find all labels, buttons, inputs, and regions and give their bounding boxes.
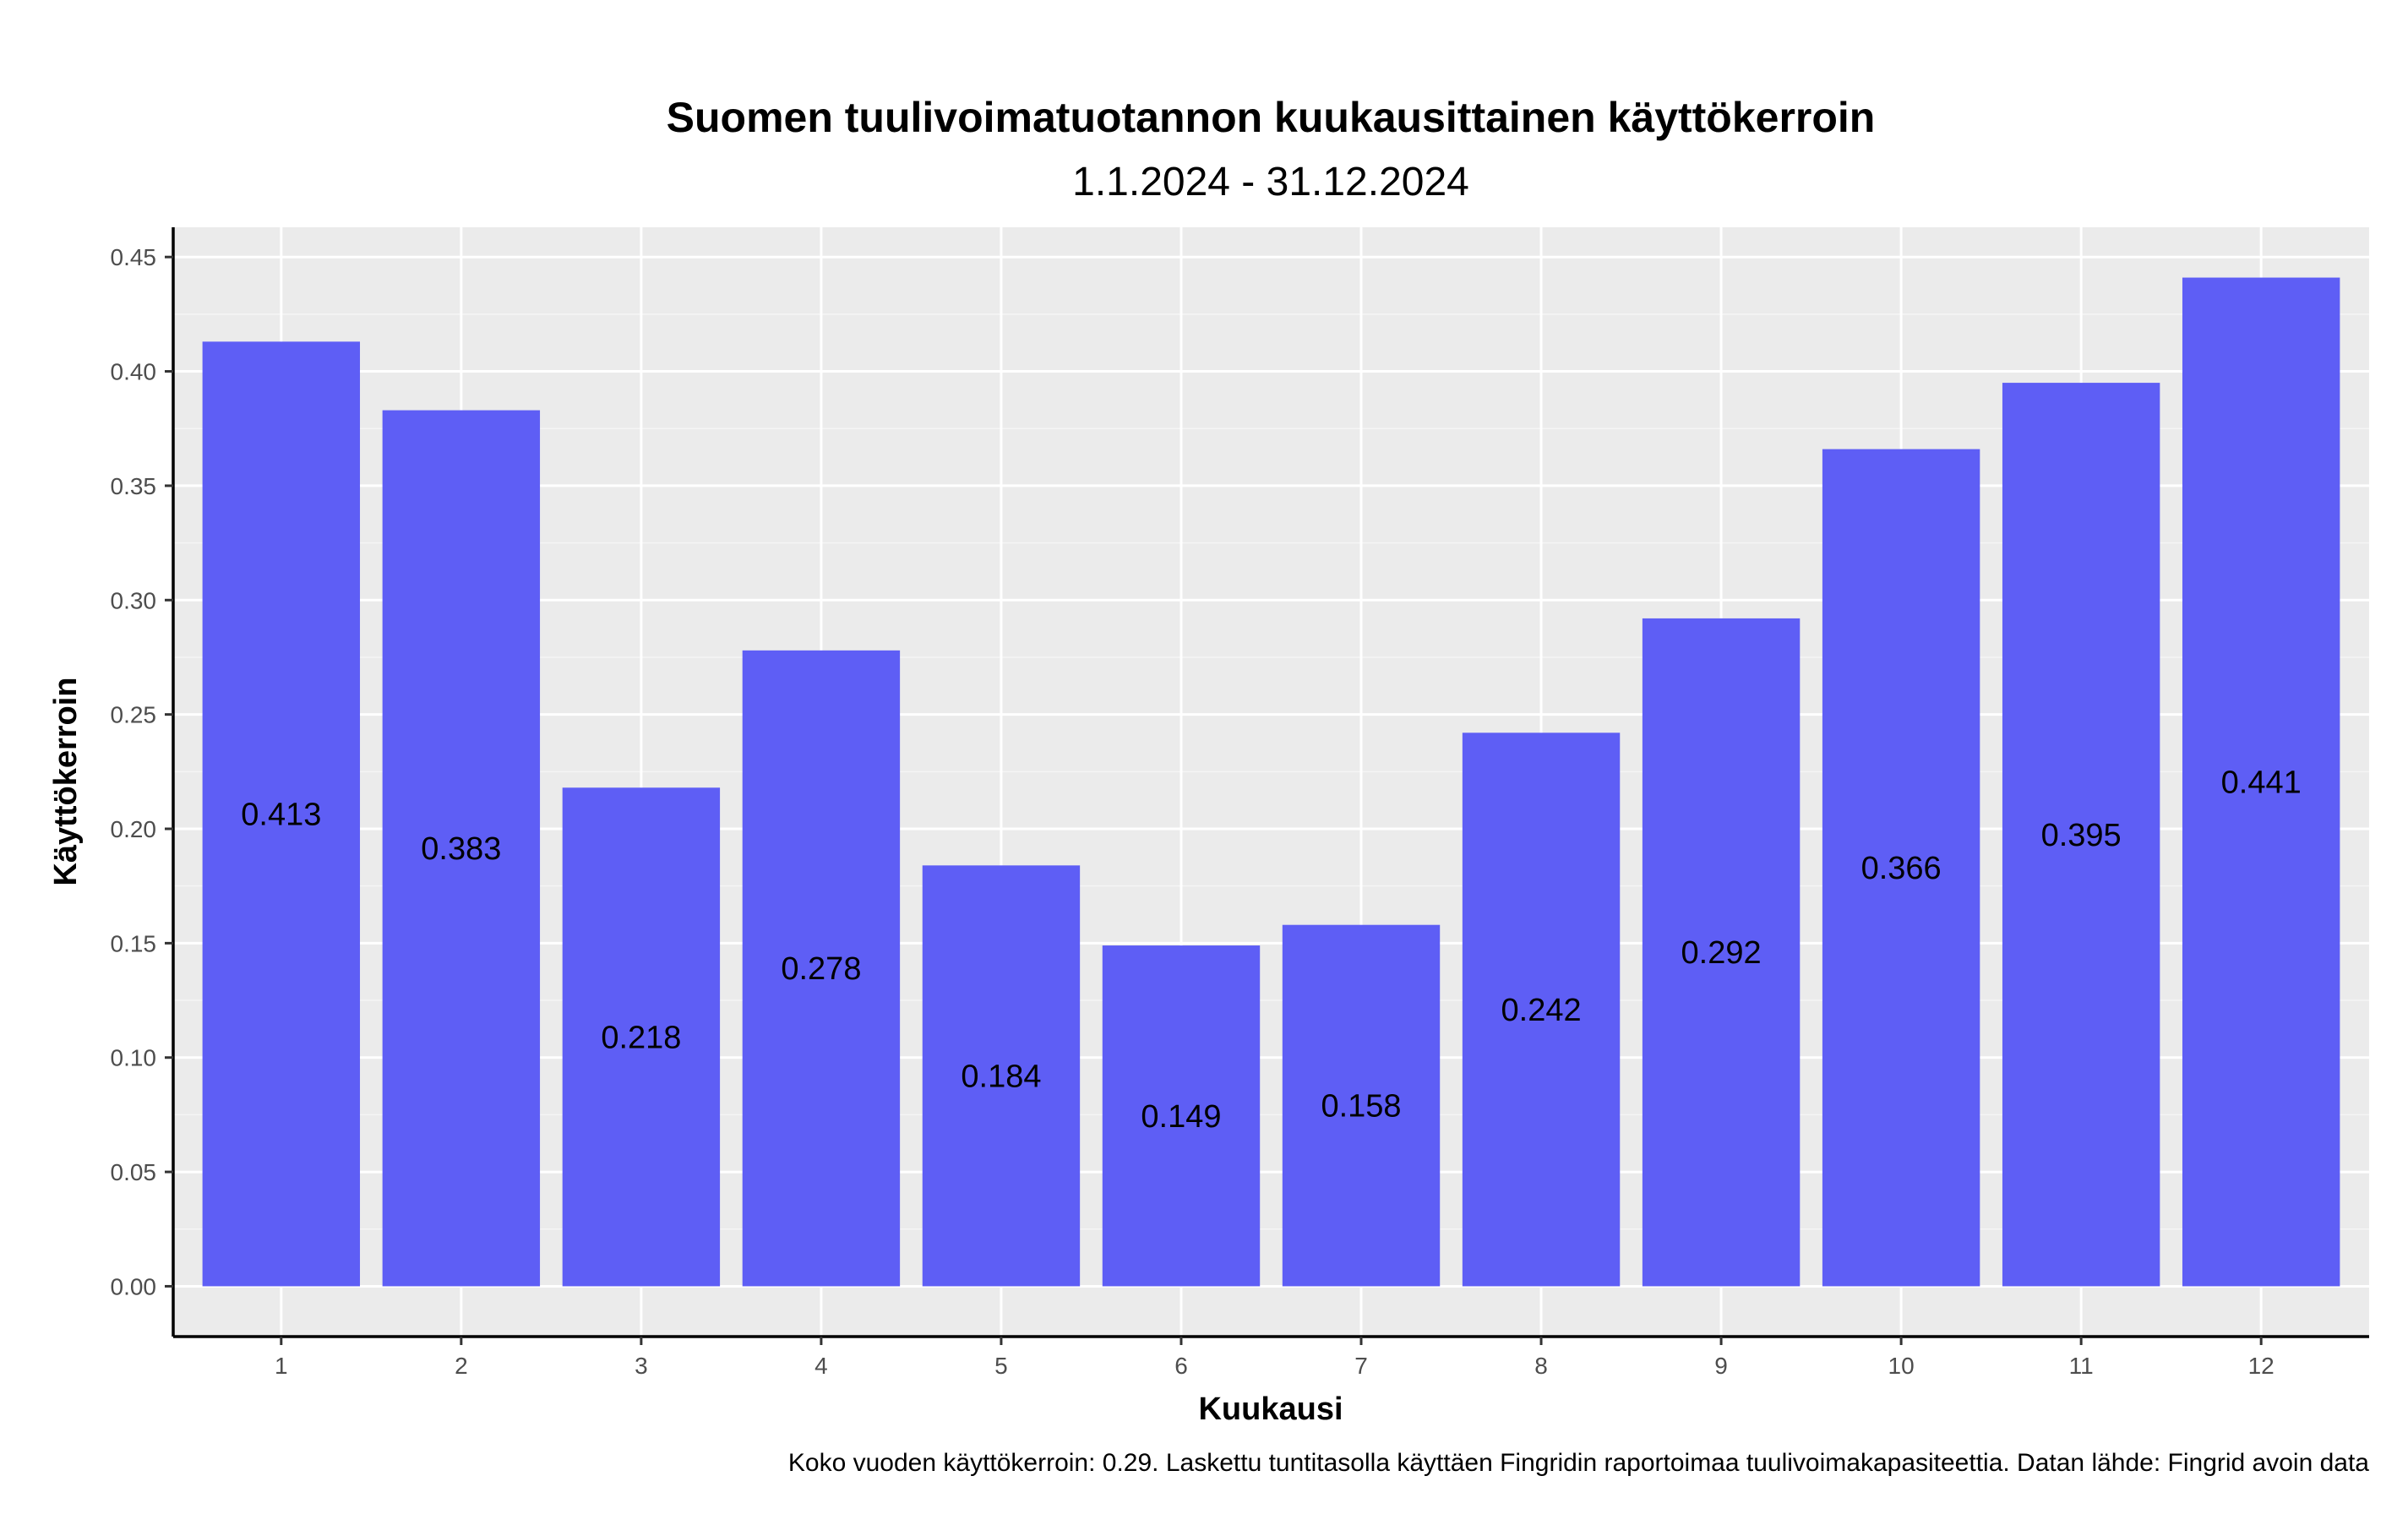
x-tick-label: 6 bbox=[1174, 1353, 1188, 1379]
y-tick-label: 0.20 bbox=[111, 816, 157, 842]
y-tick-label: 0.45 bbox=[111, 244, 157, 270]
bar-month-10 bbox=[1822, 449, 1980, 1287]
y-axis-label: Käyttökerroin bbox=[48, 677, 84, 885]
y-tick-label: 0.15 bbox=[111, 930, 157, 956]
x-tick-label: 4 bbox=[814, 1353, 828, 1379]
x-tick-label: 9 bbox=[1714, 1353, 1728, 1379]
bar-month-11 bbox=[2002, 383, 2160, 1287]
bar-value-label: 0.441 bbox=[2221, 765, 2302, 801]
bar-value-label: 0.383 bbox=[421, 831, 501, 867]
bar-value-label: 0.218 bbox=[601, 1020, 681, 1055]
x-ticks: 1 2 3 4 5 6 7 8 9 10 11 12 bbox=[275, 1337, 2275, 1379]
bar-month-12 bbox=[2182, 277, 2340, 1287]
y-tick-label: 0.00 bbox=[111, 1273, 157, 1299]
caption: Koko vuoden käyttökerroin: 0.29. Laskett… bbox=[788, 1449, 2369, 1477]
bar-value-label: 0.242 bbox=[1501, 993, 1582, 1028]
bar-month-2 bbox=[382, 410, 541, 1287]
x-tick-label: 11 bbox=[2069, 1353, 2094, 1379]
y-tick-label: 0.10 bbox=[111, 1045, 157, 1071]
x-tick-label: 2 bbox=[455, 1353, 468, 1379]
y-tick-label: 0.30 bbox=[111, 587, 157, 613]
chart-subtitle: 1.1.2024 - 31.12.2024 bbox=[1072, 160, 1469, 204]
bar-value-label: 0.278 bbox=[781, 951, 861, 987]
bar-month-4 bbox=[742, 650, 901, 1287]
bar-value-label: 0.366 bbox=[1861, 851, 1942, 886]
x-axis-label: Kuukausi bbox=[1198, 1392, 1343, 1427]
y-tick-label: 0.40 bbox=[111, 359, 157, 385]
bar-value-label: 0.292 bbox=[1681, 935, 1762, 971]
x-tick-label: 12 bbox=[2248, 1353, 2275, 1379]
x-tick-label: 7 bbox=[1354, 1353, 1368, 1379]
bar-month-6 bbox=[1102, 945, 1261, 1287]
x-tick-label: 10 bbox=[1888, 1353, 1915, 1379]
x-tick-label: 3 bbox=[635, 1353, 648, 1379]
y-ticks: 0.00 0.05 0.10 0.15 0.20 0.25 0.30 0.35 0.40 0.45 bbox=[111, 244, 173, 1299]
bar-value-label: 0.184 bbox=[961, 1059, 1041, 1094]
y-tick-label: 0.35 bbox=[111, 473, 157, 499]
x-tick-label: 8 bbox=[1534, 1353, 1548, 1379]
y-tick-label: 0.25 bbox=[111, 702, 157, 728]
bar-month-7 bbox=[1282, 924, 1441, 1287]
bars bbox=[202, 277, 2340, 1287]
bar-labels: 0.413 0.383 0.218 0.278 0.184 0.149 0.158 0.242… bbox=[241, 765, 2301, 1135]
chart-title: Suomen tuulivoimatuotannon kuukausittain… bbox=[667, 94, 1876, 141]
bar-month-8 bbox=[1462, 733, 1621, 1287]
bar-value-label: 0.395 bbox=[2041, 818, 2122, 853]
x-tick-label: 1 bbox=[275, 1353, 288, 1379]
bar-value-label: 0.149 bbox=[1141, 1099, 1221, 1135]
bar-month-5 bbox=[922, 865, 1081, 1287]
bar-value-label: 0.413 bbox=[241, 797, 321, 832]
bar-month-1 bbox=[202, 341, 361, 1287]
bar-month-9 bbox=[1642, 618, 1801, 1287]
bar-value-label: 0.158 bbox=[1321, 1089, 1401, 1125]
bar-month-3 bbox=[562, 787, 721, 1287]
x-tick-label: 5 bbox=[994, 1353, 1008, 1379]
y-tick-label: 0.05 bbox=[111, 1159, 157, 1185]
